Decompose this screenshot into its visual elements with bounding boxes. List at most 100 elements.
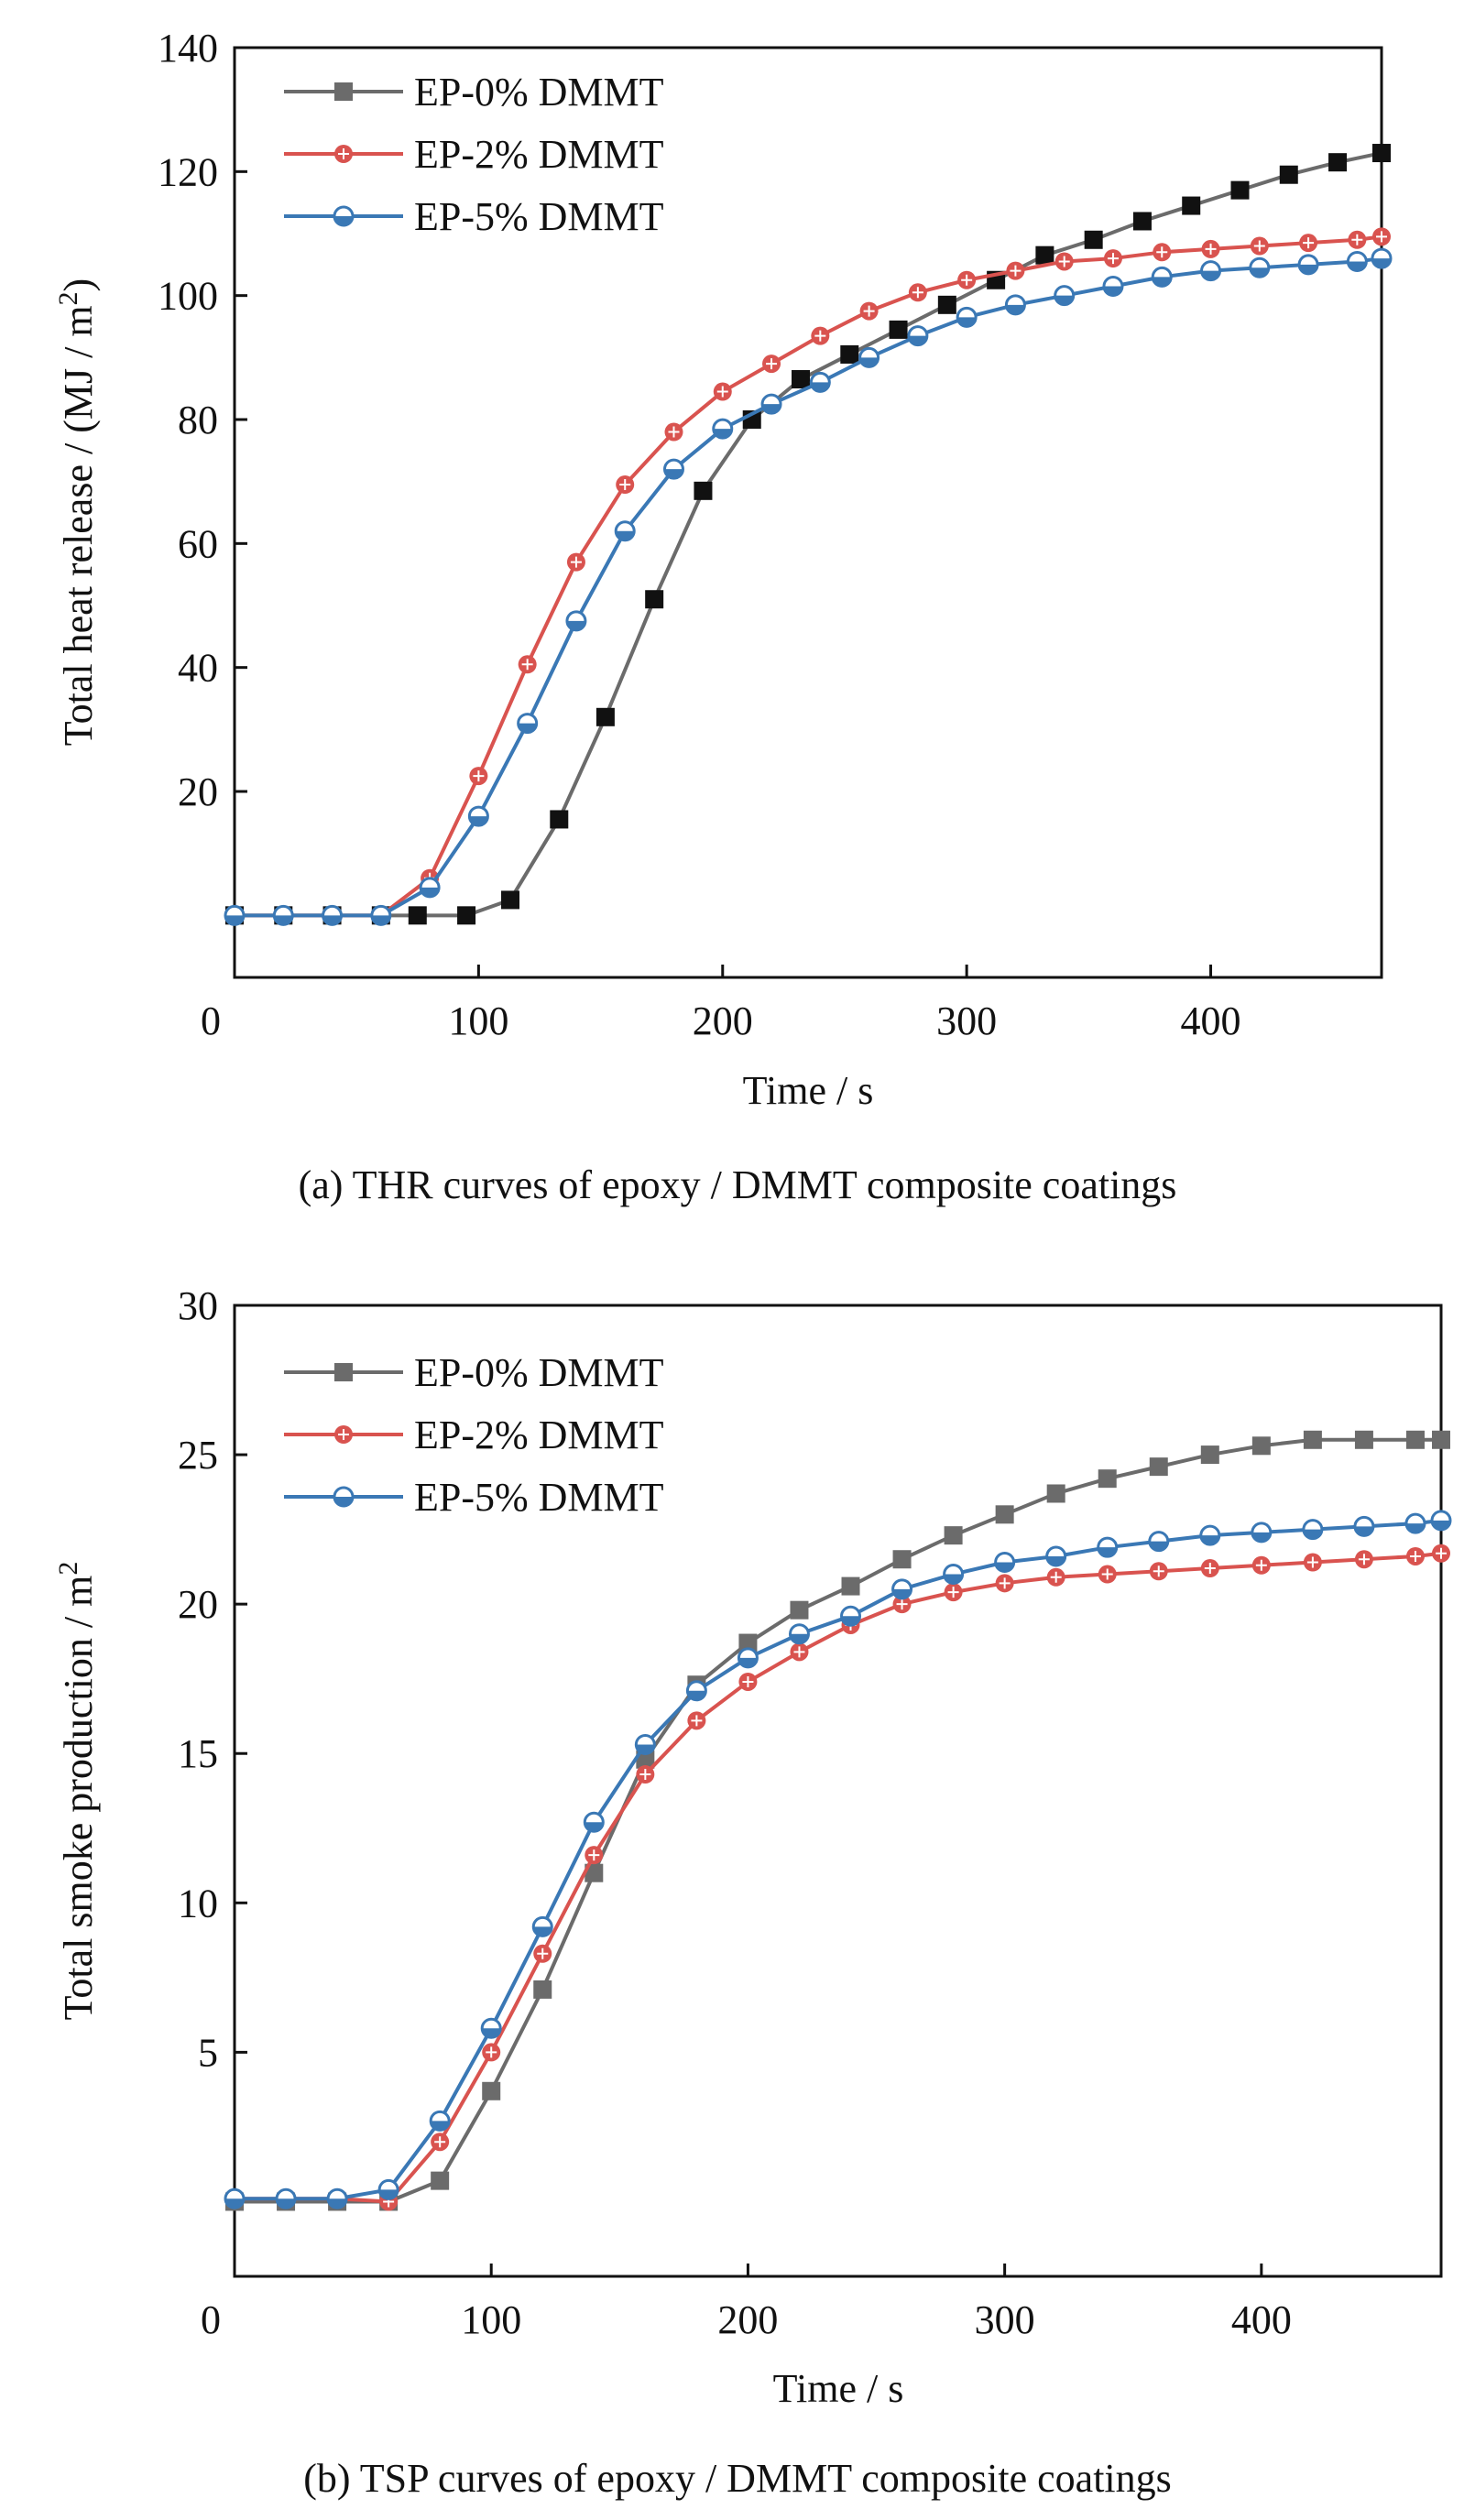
legend-item: EP-0% DMMT	[284, 1350, 664, 1395]
legend-marker	[334, 1363, 353, 1381]
data-point	[1371, 247, 1393, 269]
data-point	[790, 1642, 809, 1662]
data-point	[858, 346, 880, 368]
data-point	[908, 283, 927, 302]
y-axis-label-main: Total heat release / (MJ / m	[56, 305, 101, 746]
series-line	[235, 1551, 1442, 2204]
x-tick-label: 100	[461, 2297, 521, 2342]
data-point	[956, 306, 978, 328]
legend-marker	[334, 145, 353, 163]
data-point	[907, 325, 929, 347]
data-point	[1199, 1524, 1221, 1546]
data-point	[792, 370, 811, 389]
data-point	[1405, 1546, 1425, 1565]
data-point	[685, 1680, 707, 1702]
data-point	[937, 295, 956, 314]
data-point	[457, 906, 476, 925]
data-point	[467, 805, 489, 827]
data-point	[892, 1595, 912, 1614]
data-point	[566, 552, 585, 572]
data-point	[469, 767, 488, 786]
x-tick-label: 0	[201, 998, 221, 1043]
y-axis-ticks: 20 40 60 80 100 120 140	[158, 26, 247, 814]
data-point	[1251, 1522, 1273, 1544]
x-tick-label: 400	[1231, 2297, 1292, 2342]
series-2	[225, 227, 1391, 925]
data-point	[480, 2017, 502, 2039]
data-point	[1353, 1515, 1375, 1537]
data-point	[1149, 1562, 1168, 1581]
data-point	[531, 1915, 553, 1937]
data-point	[408, 906, 427, 925]
data-point	[1354, 1550, 1373, 1569]
series-line	[235, 1518, 1442, 2201]
data-point	[1054, 252, 1074, 271]
data-point	[994, 1551, 1016, 1573]
data-point	[995, 1574, 1014, 1593]
thr-chart: 0 100 200 300 400 20 40 60 80 100 120 140 EP-0% DM…	[53, 26, 1393, 1207]
figure-caption: (b) TSP curves of epoxy / DMMT composite…	[303, 2456, 1172, 2501]
data-point	[1354, 1430, 1373, 1449]
x-tick-label: 300	[936, 998, 997, 1043]
y-tick-label: 40	[178, 646, 218, 691]
data-point	[687, 1711, 706, 1730]
data-point	[585, 1846, 604, 1865]
legend-item: EP-5% DMMT	[284, 1475, 664, 1520]
data-point	[1346, 250, 1368, 272]
data-point	[518, 655, 537, 674]
data-point	[1046, 1567, 1065, 1587]
data-point	[1200, 1445, 1219, 1465]
plot-frame	[233, 1304, 1443, 2278]
data-point	[1102, 276, 1124, 298]
y-tick-label: 10	[178, 1881, 218, 1925]
x-axis-ticks: 0 100 200 300 400	[201, 2264, 1292, 2342]
legend-label: EP-2% DMMT	[414, 132, 664, 177]
legend-marker	[334, 1425, 353, 1444]
data-point	[1348, 230, 1367, 249]
y-tick-label: 5	[198, 2030, 218, 2075]
data-point	[533, 1980, 552, 1999]
series-3	[224, 247, 1393, 926]
data-point	[840, 344, 859, 364]
data-point	[809, 371, 831, 393]
data-point	[419, 877, 441, 899]
data-point	[585, 1863, 604, 1882]
data-point	[326, 2187, 348, 2209]
plot-frame	[233, 46, 1383, 979]
data-point	[1098, 1469, 1117, 1489]
data-point	[431, 2171, 450, 2190]
legend-item: EP-2% DMMT	[284, 132, 664, 177]
data-point	[891, 1578, 913, 1600]
x-axis-label: Time / s	[773, 2366, 904, 2411]
legend-marker	[333, 1486, 355, 1508]
data-point	[1251, 1555, 1271, 1575]
x-tick-label: 100	[448, 998, 508, 1043]
data-point	[1148, 1531, 1170, 1553]
data-point	[1035, 245, 1054, 265]
data-point	[944, 1583, 963, 1602]
y-tick-label: 25	[178, 1433, 218, 1478]
data-point	[1045, 1545, 1067, 1567]
data-point	[517, 713, 539, 735]
data-point	[1432, 1544, 1450, 1563]
y-axis-label-superscript: 2	[53, 1562, 83, 1576]
data-point	[614, 520, 636, 542]
data-point	[1249, 256, 1271, 278]
data-point	[1201, 239, 1220, 258]
legend-item: EP-0% DMMT	[284, 70, 664, 115]
legend-label: EP-5% DMMT	[414, 1475, 664, 1520]
series-1	[225, 1430, 1450, 2211]
y-tick-label: 80	[178, 398, 218, 442]
data-point	[762, 355, 781, 374]
data-point	[275, 2187, 297, 2209]
y-tick-label: 140	[158, 26, 218, 71]
data-point	[370, 904, 392, 926]
data-point	[713, 382, 732, 401]
legend-label: EP-0% DMMT	[414, 70, 664, 115]
y-tick-label: 100	[158, 274, 218, 319]
data-point	[840, 1605, 862, 1627]
y-axis-label-superscript: 2	[53, 291, 83, 305]
data-point	[482, 2043, 501, 2062]
data-point	[811, 326, 830, 345]
legend-marker	[334, 82, 353, 101]
